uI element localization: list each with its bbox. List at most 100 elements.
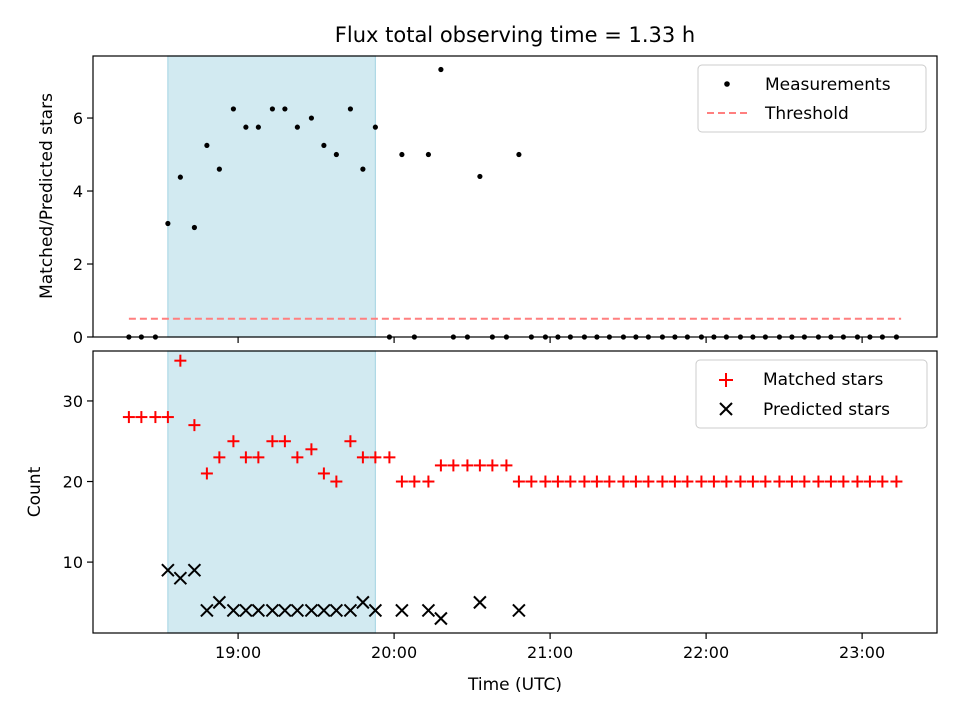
top-panel: 0 2 4 6 Matched/Predicted stars Measurement… [37,55,938,347]
matched-stars-point [317,467,330,480]
predicted-stars-point [356,595,370,610]
matched-stars-point [200,467,213,480]
matched-stars-point [447,459,460,472]
matched-stars-point [500,459,513,472]
matched-stars-point [239,451,252,464]
top-y-tick-label: 0 [73,328,83,347]
matched-stars-point [188,419,201,432]
matched-stars-point [434,459,447,472]
measurement-point [438,66,444,73]
bottom-legend: Matched stars Predicted stars [695,359,928,429]
matched-stars-point [266,435,279,448]
measurement-point [255,124,261,130]
measurement-point [216,166,222,172]
predicted-stars-point [226,603,241,618]
measurement-point [308,115,315,121]
matched-stars-point [539,475,552,488]
measurement-point [399,151,405,158]
measurement-point [360,166,366,172]
measurement-point [477,173,483,180]
matched-stars-point [291,451,304,464]
predicted-stars-point [200,603,214,618]
matched-stars-point [512,475,525,488]
matched-stars-point [759,475,772,488]
matched-stars-point [525,475,538,488]
bottom-y-tick-label: 10 [63,553,83,572]
legend-matched-marker [719,373,733,387]
matched-stars-point [551,475,564,488]
matched-stars-point [746,475,759,488]
matched-stars-point [578,475,591,488]
matched-stars-point [330,475,343,488]
x-axis-label: Time (UTC) [467,675,562,695]
predicted-stars-point [239,603,253,618]
matched-stars-point [798,475,811,488]
bottom-y-tick-label: 20 [63,473,83,492]
x-tick-label: 22:00 [683,643,729,662]
matched-stars-point [773,475,786,488]
top-y-axis-label: Matched/Predicted stars [37,93,57,299]
top-observing-interval-shade [167,55,376,338]
matched-stars-point [213,451,226,464]
predicted-stars-point [278,603,292,618]
predicted-stars-point [395,603,409,618]
bottom-panel: 10 20 30 19:00 20:00 21:00 22:00 23:00 Count Ti… [25,350,938,695]
bottom-y-axis-label: Count [25,466,45,517]
measurement-point [243,124,249,130]
matched-stars-point [617,475,630,488]
matched-stars-point [278,435,291,448]
top-legend: Measurements Threshold [697,64,927,133]
matched-stars-point [227,435,240,448]
matched-stars-point [695,475,708,488]
top-y-tick-label: 4 [73,182,83,201]
matched-stars-point [656,475,669,488]
matched-stars-point [863,475,876,488]
matched-stars-point [252,451,265,464]
measurement-point [347,106,354,112]
measurement-point [333,151,339,158]
predicted-stars-point [290,603,305,618]
legend-threshold-label: Threshold [764,104,849,124]
measurement-point [294,124,300,130]
matched-stars-point [668,475,681,488]
matched-stars-point [305,443,318,456]
predicted-stars-point [187,563,202,577]
legend-measurements-marker [724,81,730,87]
x-tick-label: 23:00 [839,643,885,662]
measurement-point [282,106,288,112]
top-y-tick-label: 2 [73,255,83,274]
matched-stars-point [837,475,850,488]
measurement-point [165,220,171,227]
measurement-point [516,151,522,158]
matched-stars-point [174,354,187,367]
matched-stars-point [890,475,903,488]
legend-predicted-label: Predicted stars [763,400,890,420]
matched-stars-point [161,411,174,424]
x-tick-label: 20:00 [371,643,417,662]
predicted-stars-point [251,603,266,618]
predicted-stars-point [368,603,383,618]
measurement-point [321,142,327,149]
matched-stars-point [720,475,733,488]
predicted-stars-point [304,603,319,618]
measurement-point [177,174,183,180]
matched-stars-point [473,459,486,472]
matched-stars-point [135,411,148,424]
bottom-observing-interval-shade [167,350,376,634]
matched-stars-point [824,475,837,488]
matched-stars-point [642,475,655,488]
predicted-stars-point [317,603,331,618]
matched-stars-point [785,475,798,488]
predicted-stars-point [212,595,227,610]
predicted-stars-point [343,603,358,618]
x-tick-label: 19:00 [215,643,261,662]
matched-stars-point [383,451,396,464]
matched-stars-point [812,475,825,488]
predicted-stars-point [161,563,175,577]
matched-stars-point [408,475,421,488]
matched-stars-point [149,411,162,424]
measurement-point [425,151,432,158]
predicted-stars-point [329,603,344,618]
matched-stars-point [422,475,435,488]
